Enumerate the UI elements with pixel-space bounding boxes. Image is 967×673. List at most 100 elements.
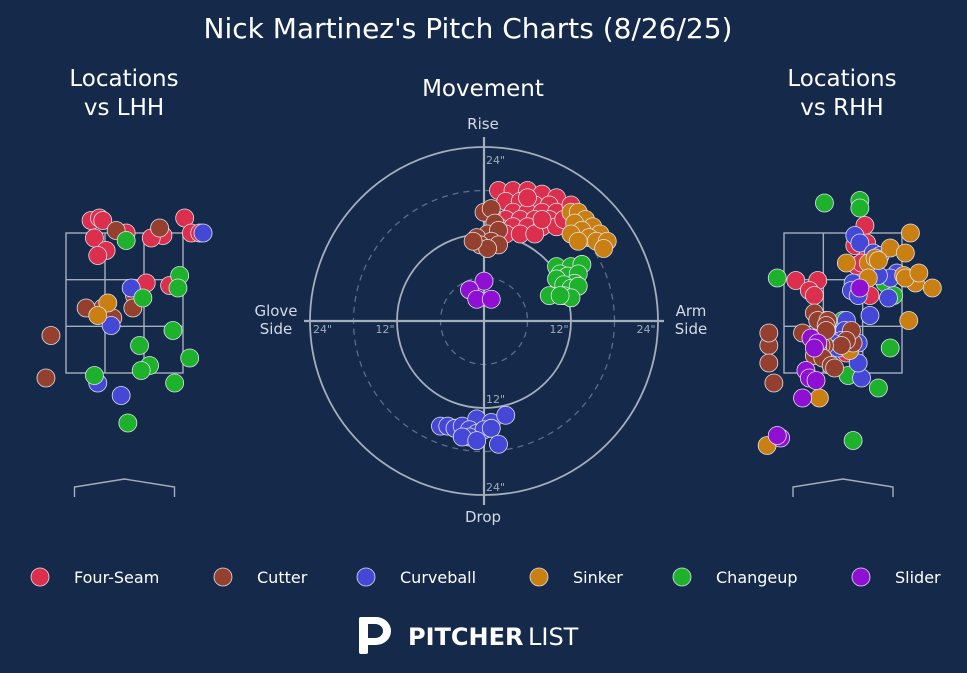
movement-polar-grid <box>304 137 664 505</box>
movement-pitch-points <box>431 181 617 454</box>
pitcherlist-mark-icon <box>359 617 391 654</box>
lhh-point-changeup <box>133 288 153 308</box>
rhh-point-slider <box>793 388 812 408</box>
rhh-point-four-seam <box>786 271 806 290</box>
movement-radius-label: 24" <box>313 323 332 336</box>
movement-radius-label: 24" <box>636 323 655 336</box>
lhh-point-curveball <box>111 386 131 405</box>
lhh-point-cutter <box>36 368 56 388</box>
rhh-point-cutter <box>831 336 851 355</box>
rhh-point-slider <box>850 278 870 298</box>
rhh-point-sinker <box>899 311 919 330</box>
rhh-pitch-points <box>757 191 942 455</box>
lhh-plate-outline <box>73 478 176 497</box>
brand-word-light: LIST <box>528 623 579 651</box>
movement-radius-label: 12" <box>549 323 568 336</box>
legend-marker-cutter <box>213 567 233 587</box>
movement-point-curveball <box>481 418 501 438</box>
lhh-point-changeup <box>165 373 185 393</box>
lhh-point-changeup <box>118 413 138 433</box>
rhh-home-plate <box>792 478 894 497</box>
lhh-point-four-seam <box>93 211 113 230</box>
legend-marker-changeup <box>672 567 692 587</box>
movement-point-slider <box>474 271 494 291</box>
rhh-point-cutter <box>825 358 844 378</box>
movement-point-four-seam <box>518 188 537 208</box>
legend-label-slider: Slider <box>895 568 941 587</box>
rhh-point-slider <box>806 371 826 390</box>
movement-point-changeup <box>550 286 570 306</box>
movement-point-sinker <box>594 239 614 258</box>
movement-radius-label: 24" <box>486 154 505 167</box>
rhh-point-sinker <box>901 223 920 243</box>
legend-label-cutter: Cutter <box>257 568 308 587</box>
legend-marker-four-seam <box>30 567 50 587</box>
brand-word-bold: PITCHER <box>408 623 523 651</box>
legend-item-four-seam: Four-Seam <box>30 567 159 587</box>
rhh-point-sinker <box>895 243 915 263</box>
rise-label: Rise <box>467 115 499 133</box>
glove-side-label-line-2: Side <box>260 320 292 338</box>
lhh-point-cutter <box>150 218 170 238</box>
locations-vs-rhh-panel: Locations vs RHH <box>757 66 942 497</box>
legend-label-four-seam: Four-Seam <box>74 568 159 587</box>
rhh-point-curveball <box>850 233 870 253</box>
legend-item-changeup: Changeup <box>672 567 798 587</box>
locations-vs-lhh-panel: Locations vs LHH <box>36 66 213 497</box>
lhh-point-changeup <box>131 361 151 380</box>
lhh-point-curveball <box>193 223 213 243</box>
lhh-point-sinker <box>98 293 118 313</box>
rhh-point-sinker <box>909 263 929 283</box>
rhh-point-changeup <box>880 338 900 358</box>
legend-label-curveball: Curveball <box>400 568 476 587</box>
movement-panel-title: Movement <box>422 76 544 102</box>
rhh-panel-title-line-1: Locations <box>787 66 896 92</box>
legend-item-curveball: Curveball <box>356 567 476 587</box>
rhh-point-slider <box>767 426 787 445</box>
movement-point-curveball <box>496 405 516 425</box>
rhh-point-cutter <box>759 353 779 373</box>
pitch-type-legend: Four-Seam Cutter Curveball Sinker Changeup Sl… <box>30 567 941 587</box>
lhh-point-four-seam <box>88 246 108 265</box>
lhh-point-changeup <box>163 321 183 340</box>
legend-item-slider: Slider <box>851 567 941 587</box>
rhh-point-changeup <box>850 198 870 218</box>
arm-side-label-line-1: Arm <box>676 302 707 320</box>
legend-marker-slider <box>851 567 871 587</box>
legend-marker-curveball <box>356 567 376 587</box>
lhh-panel-title-line-2: vs LHH <box>84 95 164 121</box>
rhh-point-changeup <box>815 193 834 213</box>
lhh-point-changeup <box>168 278 188 298</box>
legend-label-changeup: Changeup <box>716 568 798 587</box>
rhh-point-changeup <box>767 268 787 288</box>
rhh-point-changeup <box>843 431 863 450</box>
lhh-home-plate <box>73 478 176 497</box>
rhh-point-sinker <box>869 251 888 270</box>
arm-side-label-line-2: Side <box>675 320 707 338</box>
movement-radius-labels: 24" 24" 12" 12" 24" 12" 24" <box>313 154 656 494</box>
rhh-panel-title-line-2: vs RHH <box>800 95 883 121</box>
rhh-point-changeup <box>869 378 888 398</box>
movement-point-curveball <box>489 434 508 454</box>
lhh-point-changeup <box>180 348 200 368</box>
lhh-point-changeup <box>116 231 136 250</box>
rhh-point-sinker <box>810 388 829 408</box>
legend-marker-sinker <box>529 567 549 587</box>
rhh-plate-outline <box>792 478 894 497</box>
rhh-point-sinker <box>836 253 856 273</box>
lhh-point-sinker <box>88 306 108 325</box>
drop-label: Drop <box>465 508 501 526</box>
movement-radius-label: 12" <box>375 323 394 336</box>
movement-point-cutter <box>463 231 483 251</box>
movement-panel: Movement Rise Drop Glove Side Arm Side 2… <box>254 76 707 526</box>
rhh-point-curveball <box>860 306 880 325</box>
lhh-panel-title-line-1: Locations <box>69 66 178 92</box>
lhh-point-cutter <box>41 326 61 345</box>
lhh-point-changeup <box>85 366 104 385</box>
movement-point-four-seam <box>532 210 552 229</box>
lhh-point-changeup <box>130 336 149 355</box>
movement-point-sinker <box>568 231 588 251</box>
rhh-point-slider <box>804 338 824 358</box>
figure-title: Nick Martinez's Pitch Charts (8/26/25) <box>204 12 733 45</box>
